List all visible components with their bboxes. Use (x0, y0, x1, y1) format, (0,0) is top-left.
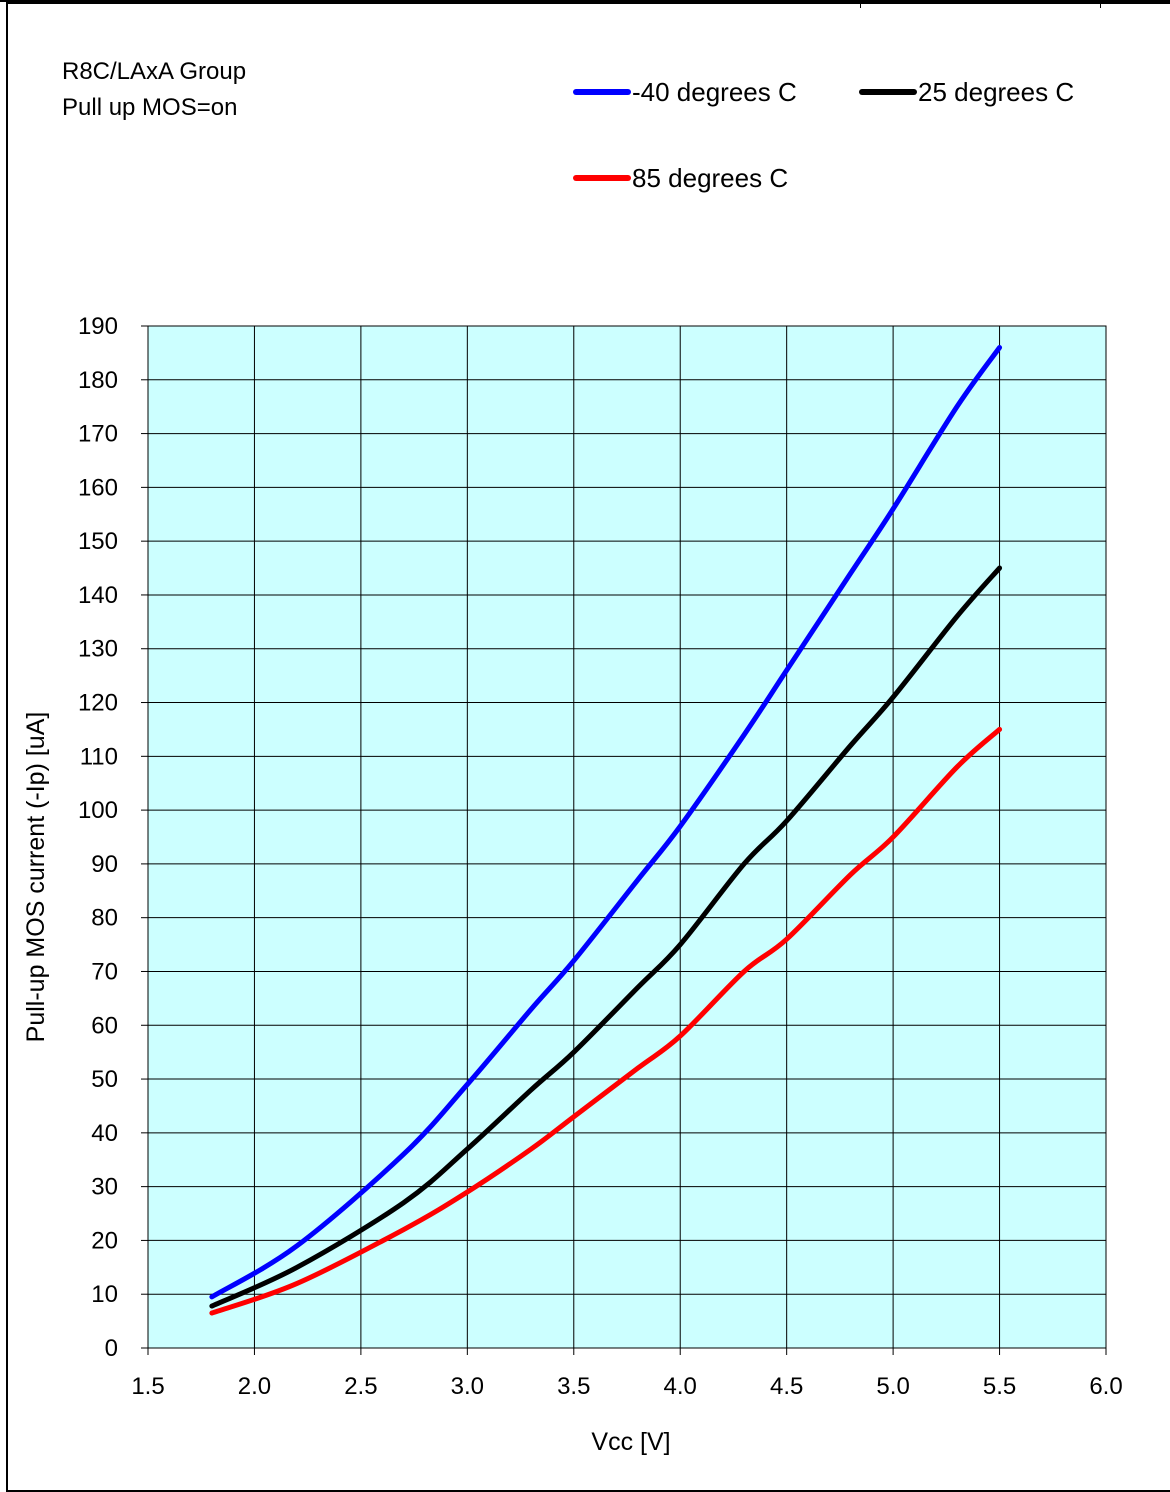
y-axis-title: Pull-up MOS current (-Ip) [uA] (22, 712, 50, 1043)
y-tick-label: 180 (78, 367, 118, 394)
top-border-line (0, 0, 1170, 2)
y-tick-label: 60 (91, 1012, 118, 1039)
y-tick-label: 100 (78, 797, 118, 824)
x-tick-label: 1.5 (131, 1373, 164, 1400)
tick-labels: 0 10 20 30 40 50 60 70 80 90 100 110 120 130 140 150 160… (78, 313, 1123, 1400)
y-tick-label: 190 (78, 313, 118, 340)
legend-label-85-degrees-c: 85 degrees C (632, 163, 788, 193)
series-line-40-degrees-c (209, 345, 1003, 1300)
x-tick-label: 3.0 (451, 1373, 484, 1400)
legend-label-25-degrees-c: 25 degrees C (918, 77, 1074, 107)
plot-area (147, 325, 1107, 1349)
y-tick-label: 130 (78, 636, 118, 663)
y-tick-label: 0 (105, 1335, 118, 1362)
x-axis-title: Vcc [V] (591, 1428, 670, 1456)
top-border-tick (1100, 0, 1101, 8)
x-tick-label: 3.5 (557, 1373, 590, 1400)
x-tick-label: 5.5 (983, 1373, 1016, 1400)
y-tick-label: 10 (91, 1281, 118, 1308)
x-tick-label: 5.0 (876, 1373, 909, 1400)
y-tick-label: 150 (78, 528, 118, 555)
x-tick-label: 4.0 (664, 1373, 697, 1400)
top-border-tick (860, 0, 861, 8)
y-tick-label: 160 (78, 474, 118, 501)
y-tick-label: 140 (78, 582, 118, 609)
x-tick-label: 2.0 (238, 1373, 271, 1400)
y-tick-label: 90 (91, 851, 118, 878)
y-tick-label: 30 (91, 1174, 118, 1201)
y-tick-label: 170 (78, 421, 118, 448)
y-tick-label: 40 (91, 1120, 118, 1147)
series-line-25-degrees-c (209, 565, 1003, 1309)
series-line-85-degrees-c (209, 726, 1003, 1316)
y-tick-label: 110 (80, 743, 118, 770)
chart-note-condition: Pull up MOS=on (62, 94, 238, 121)
series-lines (209, 345, 1003, 1316)
y-tick-label: 20 (91, 1227, 118, 1254)
grid (141, 325, 1107, 1355)
y-tick-label: 50 (91, 1066, 118, 1093)
x-tick-label: 6.0 (1089, 1373, 1122, 1400)
y-tick-label: 120 (78, 690, 118, 717)
y-tick-label: 80 (91, 905, 118, 932)
x-tick-label: 4.5 (770, 1373, 803, 1400)
x-tick-label: 2.5 (344, 1373, 377, 1400)
legend: -40 degrees C 25 degrees C 85 degrees C (573, 77, 1074, 193)
y-tick-label: 70 (91, 958, 118, 985)
legend-label-40-degrees-c: -40 degrees C (632, 77, 797, 107)
chart-note-group: R8C/LAxA Group (62, 58, 247, 85)
